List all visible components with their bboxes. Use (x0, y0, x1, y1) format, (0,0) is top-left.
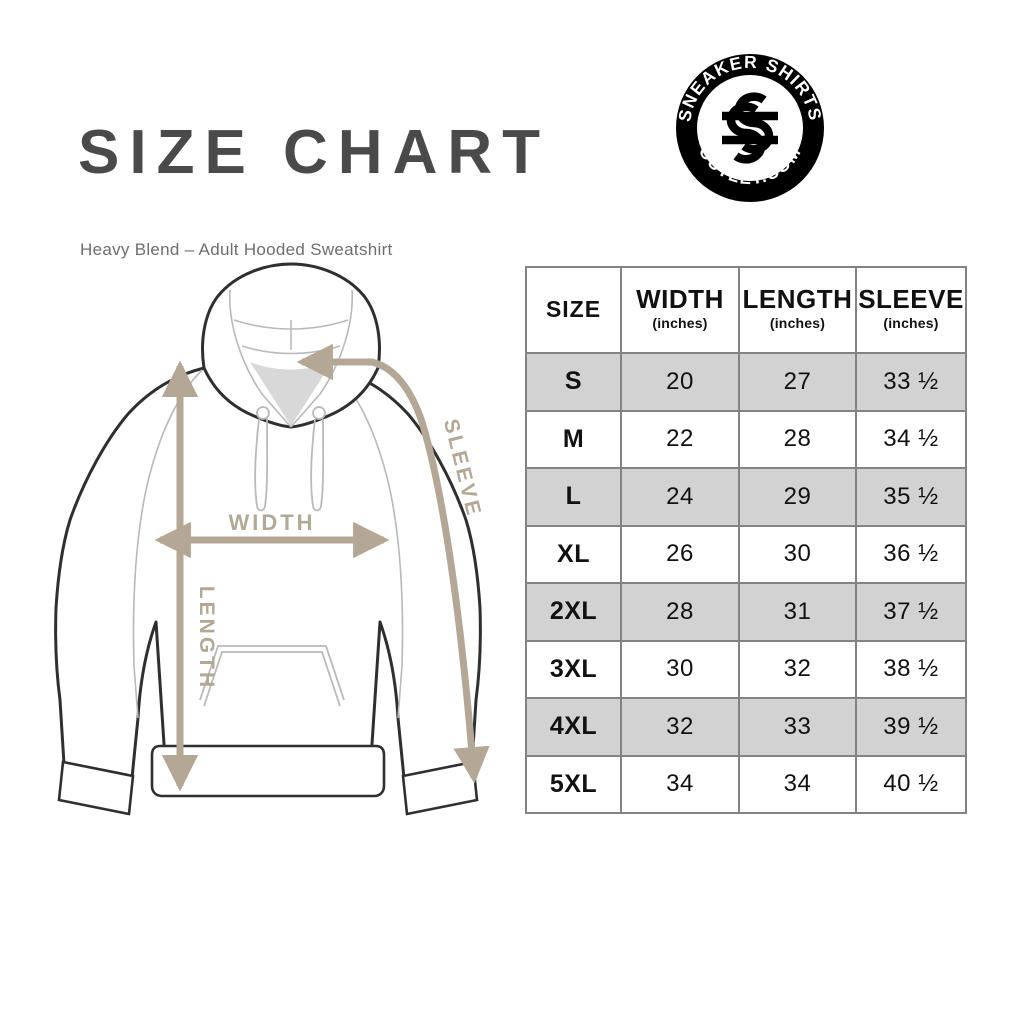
column-header-length: LENGTH (inches) (738, 266, 857, 354)
cell-size: 2XL (525, 582, 622, 642)
cell-sleeve: 33 ½ (855, 352, 967, 412)
table-row: 5XL 34 34 40 ½ (525, 754, 967, 814)
cell-width: 22 (620, 409, 740, 469)
cell-size: 5XL (525, 754, 622, 814)
cell-length: 28 (738, 409, 857, 469)
hoodie-waistband (150, 744, 386, 798)
page-subtitle: Heavy Blend – Adult Hooded Sweatshirt (80, 240, 393, 259)
column-header-width-unit: (inches) (652, 314, 708, 331)
column-header-sleeve: SLEEVE (inches) (855, 266, 967, 354)
hoodie-outline (54, 366, 482, 780)
column-header-sleeve-unit: (inches) (883, 314, 939, 331)
logo-inner-face (697, 75, 803, 181)
table-row: 2XL 28 31 37 ½ (525, 582, 967, 642)
cell-sleeve: 39 ½ (855, 697, 967, 757)
cell-sleeve: 35 ½ (855, 467, 967, 527)
cell-width: 20 (620, 352, 740, 412)
size-table-body: S 20 27 33 ½ M 22 28 34 ½ L 24 29 35 ½ XL 26 30 36 ½ 2XL… (525, 352, 967, 814)
brand-logo: SNEAKER SHIRTS OUTLET.COM (672, 38, 828, 218)
size-table: SIZE WIDTH (inches) LENGTH (inches) SLEE… (525, 266, 967, 814)
cell-width: 32 (620, 697, 740, 757)
cell-sleeve: 38 ½ (855, 639, 967, 699)
cell-width: 30 (620, 639, 740, 699)
table-header-row: SIZE WIDTH (inches) LENGTH (inches) SLEE… (525, 266, 967, 354)
table-row: 4XL 32 33 39 ½ (525, 697, 967, 757)
cell-size: 4XL (525, 697, 622, 757)
cell-sleeve: 40 ½ (855, 754, 967, 814)
hoodie-hood (201, 262, 381, 429)
page-title: SIZE CHART (78, 118, 550, 187)
cell-size: 3XL (525, 639, 622, 699)
length-label: LENGTH (195, 586, 218, 690)
cell-length: 31 (738, 582, 857, 642)
hoodie-diagram: WIDTH LENGTH SLEEVE (52, 258, 522, 828)
logo-monogram-ss (722, 92, 778, 164)
cell-size: XL (525, 524, 622, 584)
width-label: WIDTH (228, 510, 315, 535)
cell-sleeve: 34 ½ (855, 409, 967, 469)
cell-width: 24 (620, 467, 740, 527)
column-header-size: SIZE (525, 266, 622, 354)
column-header-length-label: LENGTH (742, 284, 853, 315)
cell-length: 32 (738, 639, 857, 699)
cell-length: 29 (738, 467, 857, 527)
cell-length: 34 (738, 754, 857, 814)
table-row: 3XL 30 32 38 ½ (525, 639, 967, 699)
size-table-container: SIZE WIDTH (inches) LENGTH (inches) SLEE… (525, 266, 967, 814)
cell-length: 30 (738, 524, 857, 584)
column-header-sleeve-label: SLEEVE (858, 284, 964, 315)
cell-size: M (525, 409, 622, 469)
cell-width: 26 (620, 524, 740, 584)
cell-sleeve: 37 ½ (855, 582, 967, 642)
cell-width: 28 (620, 582, 740, 642)
column-header-width-label: WIDTH (636, 284, 724, 315)
cell-length: 27 (738, 352, 857, 412)
table-row: M 22 28 34 ½ (525, 409, 967, 469)
cell-length: 33 (738, 697, 857, 757)
column-header-size-label: SIZE (545, 296, 602, 323)
table-row: L 24 29 35 ½ (525, 467, 967, 527)
cell-width: 34 (620, 754, 740, 814)
cell-size: S (525, 352, 622, 412)
column-header-width: WIDTH (inches) (620, 266, 740, 354)
table-row: XL 26 30 36 ½ (525, 524, 967, 584)
column-header-length-unit: (inches) (769, 314, 826, 331)
cell-size: L (525, 467, 622, 527)
table-row: S 20 27 33 ½ (525, 352, 967, 412)
cell-sleeve: 36 ½ (855, 524, 967, 584)
sleeve-measure-arrow (296, 343, 490, 784)
